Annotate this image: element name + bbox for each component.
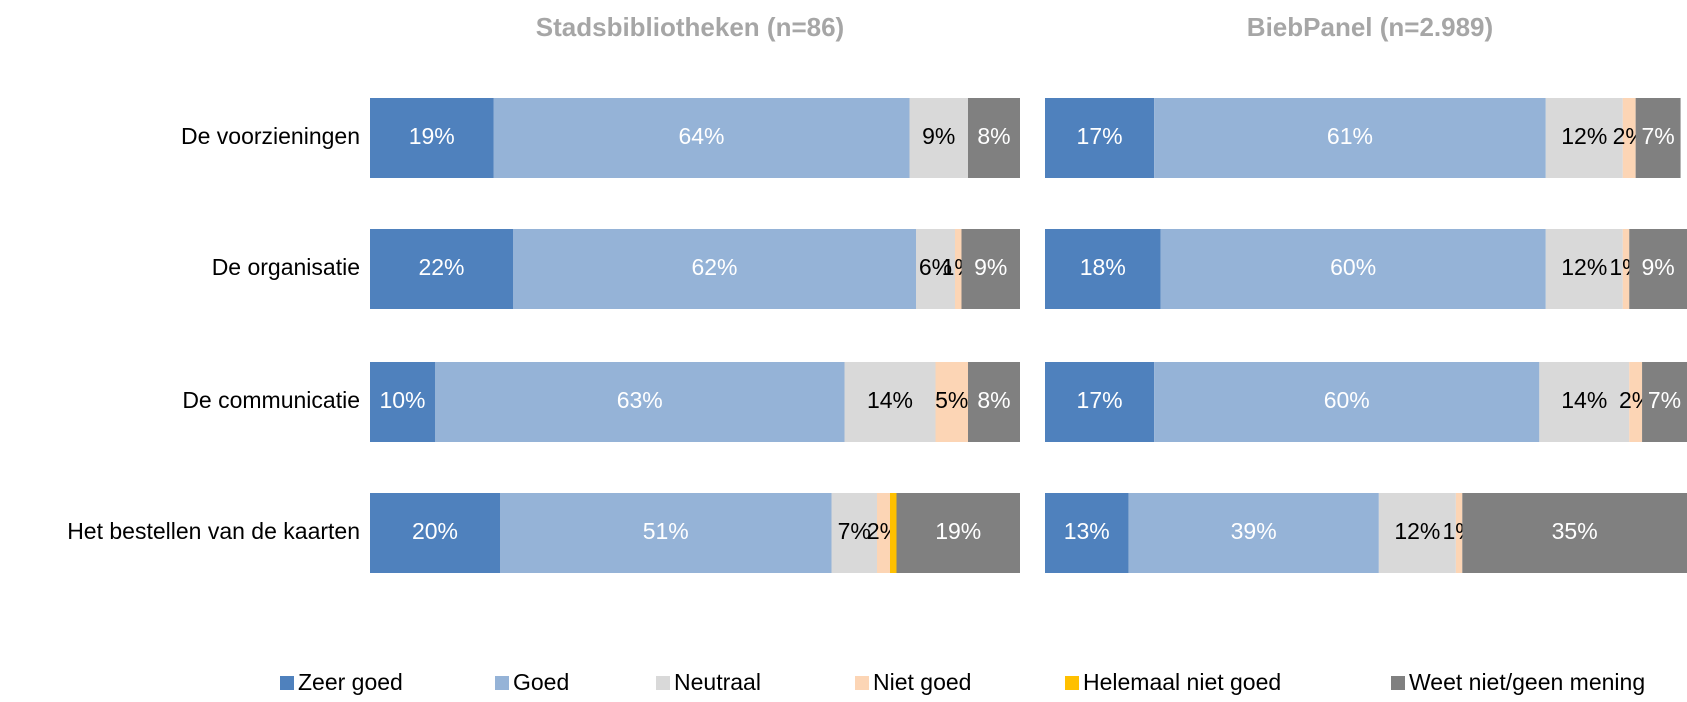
bar-segment — [890, 493, 897, 573]
data-label: 9% — [1641, 254, 1674, 280]
legend-swatch — [1065, 676, 1079, 690]
chart-title: Stadsbibliotheken (n=86) — [536, 12, 844, 42]
bar-segment — [1539, 362, 1630, 442]
legend-label: Neutraal — [674, 669, 761, 695]
bar-segment — [831, 493, 877, 573]
data-label: 14% — [867, 387, 913, 413]
bar-segment — [1545, 229, 1623, 309]
data-label: 60% — [1324, 387, 1370, 413]
data-label: 22% — [418, 254, 464, 280]
bar-segment — [1642, 362, 1687, 442]
bar-segment — [1462, 493, 1687, 573]
bar-segment — [896, 493, 1020, 573]
chart-title: BiebPanel (n=2.989) — [1247, 12, 1493, 42]
data-label: 7% — [838, 518, 871, 544]
bar-segment — [1154, 362, 1540, 442]
bar-segment — [1378, 493, 1456, 573]
category-label: De organisatie — [212, 254, 360, 280]
bar-segment — [370, 229, 513, 309]
data-label: 17% — [1077, 123, 1123, 149]
bar-segment — [968, 98, 1020, 178]
bar-segment — [500, 493, 832, 573]
data-label: 61% — [1327, 123, 1373, 149]
bar-segment — [1160, 229, 1546, 309]
data-label: 17% — [1077, 387, 1123, 413]
legend-label: Weet niet/geen mening — [1409, 669, 1645, 695]
data-label: 60% — [1330, 254, 1376, 280]
bar-segment — [1455, 493, 1463, 573]
legend-label: Goed — [513, 669, 569, 695]
bar-segment — [1045, 98, 1155, 178]
category-label: Het bestellen van de kaarten — [67, 518, 360, 544]
data-label: 19% — [935, 518, 981, 544]
data-label: 12% — [1394, 518, 1440, 544]
data-label: 7% — [1641, 123, 1674, 149]
bar-segment — [1629, 229, 1687, 309]
bar-segment — [916, 229, 955, 309]
legend-swatch — [855, 676, 869, 690]
data-label: 9% — [974, 254, 1007, 280]
data-label: 35% — [1552, 518, 1598, 544]
data-label: 13% — [1064, 518, 1110, 544]
bar-segment — [1622, 229, 1630, 309]
bar-segment — [1045, 229, 1161, 309]
data-label: 14% — [1561, 387, 1607, 413]
data-label: 62% — [691, 254, 737, 280]
bar-segment — [370, 493, 500, 573]
legend-swatch — [495, 676, 509, 690]
data-label: 8% — [977, 123, 1010, 149]
legend-label: Niet goed — [873, 669, 971, 695]
data-label: 12% — [1561, 123, 1607, 149]
bar-segment — [370, 98, 494, 178]
bar-segment — [844, 362, 936, 442]
legend-label: Zeer goed — [298, 669, 403, 695]
bar-segment — [1154, 98, 1546, 178]
category-label: De communicatie — [182, 387, 360, 413]
bar-segment — [1635, 98, 1681, 178]
data-label: 9% — [922, 123, 955, 149]
bar-segment — [493, 98, 910, 178]
data-label: 7% — [1648, 387, 1681, 413]
bar-segment — [1128, 493, 1379, 573]
data-label: 63% — [617, 387, 663, 413]
data-label: 19% — [409, 123, 455, 149]
bar-segment — [935, 362, 968, 442]
bar-segment — [909, 98, 968, 178]
data-label: 51% — [643, 518, 689, 544]
data-label: 6% — [919, 254, 952, 280]
bar-segment — [1622, 98, 1636, 178]
category-label: De voorzieningen — [181, 123, 360, 149]
legend-label: Helemaal niet goed — [1083, 669, 1281, 695]
data-label: 39% — [1231, 518, 1277, 544]
bar-segment — [513, 229, 916, 309]
bar-segment — [955, 229, 962, 309]
data-label: 20% — [412, 518, 458, 544]
data-label: 8% — [977, 387, 1010, 413]
data-label: 10% — [379, 387, 425, 413]
data-label: 18% — [1080, 254, 1126, 280]
data-label: 12% — [1561, 254, 1607, 280]
data-label: 64% — [678, 123, 724, 149]
bar-segment — [1045, 362, 1155, 442]
legend-swatch — [280, 676, 294, 690]
bar-segment — [1629, 362, 1643, 442]
data-label: 5% — [935, 387, 968, 413]
bar-segment — [968, 362, 1020, 442]
legend-swatch — [656, 676, 670, 690]
bar-segment — [961, 229, 1020, 309]
bar-segment — [435, 362, 845, 442]
legend-swatch — [1391, 676, 1405, 690]
bar-segment — [370, 362, 435, 442]
bar-segment — [1045, 493, 1129, 573]
bar-segment — [1545, 98, 1623, 178]
bar-segment — [877, 493, 890, 573]
